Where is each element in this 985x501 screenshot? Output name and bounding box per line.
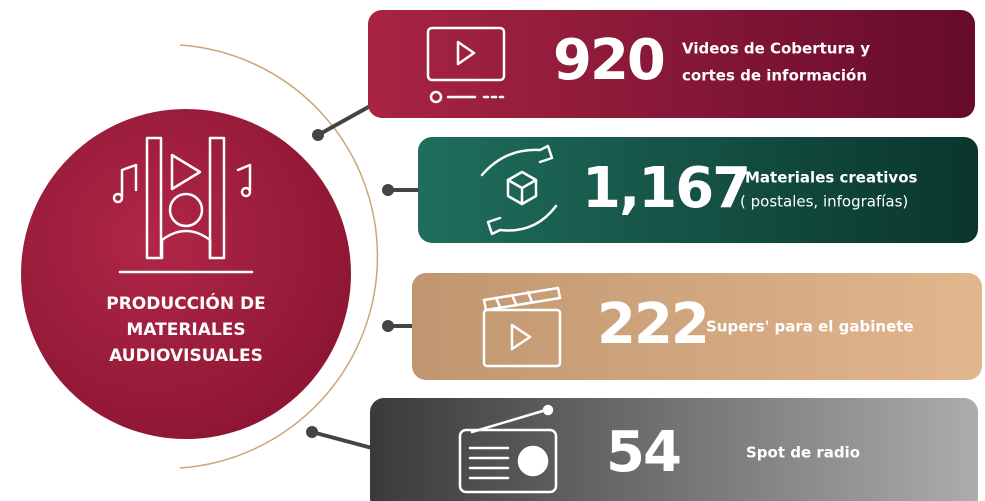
center-title: MATERIALES (126, 320, 245, 340)
center-icon (112, 136, 254, 274)
item-label: Materiales creativos (745, 169, 917, 187)
card (418, 137, 978, 243)
arc (179, 44, 379, 469)
radio-icon (458, 404, 558, 494)
item-number: 920 (553, 28, 664, 93)
connector-dots (306, 129, 394, 438)
item-label: Supers' para el gabinete (706, 318, 914, 336)
item-number: 54 (606, 420, 680, 485)
center-title: PRODUCCIÓN DE (106, 292, 266, 314)
item-label: cortes de información (682, 67, 867, 85)
clapper-icon (482, 286, 562, 368)
item-number: 1,167 (582, 156, 749, 221)
item-number: 222 (597, 292, 708, 357)
item-label: Videos de Cobertura y (682, 40, 870, 58)
video-icon (426, 26, 506, 104)
center-title: AUDIOVISUALES (109, 346, 263, 366)
card (368, 10, 975, 118)
materials-icon (480, 144, 558, 236)
item-label: ( postales, infografías) (740, 193, 908, 211)
item-label: Spot de radio (746, 444, 860, 462)
card (370, 398, 978, 501)
center-circle (21, 109, 351, 439)
